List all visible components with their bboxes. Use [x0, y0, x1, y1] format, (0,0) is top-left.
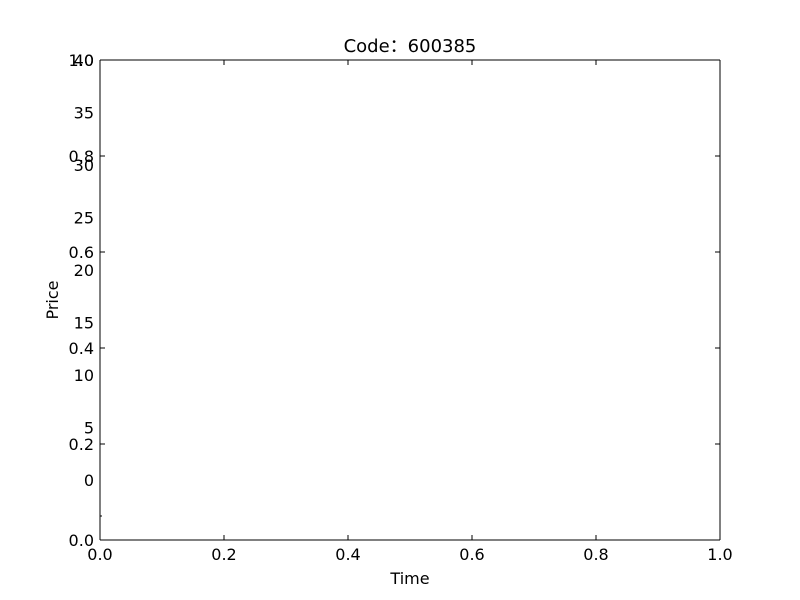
secondary-y-tick-label: 35	[74, 104, 94, 123]
secondary-y-tick-label: 0	[84, 471, 94, 490]
x-axis-label: Time	[389, 569, 429, 588]
secondary-y-tick-label: 15	[74, 314, 94, 333]
y-tick-label: 0.4	[69, 339, 94, 358]
x-tick-label: 1.0	[707, 545, 732, 564]
y-tick-label: 0.8	[69, 147, 94, 166]
axis-ticks: 0.0 0.2 0.4 0.6 0.8 1.0 0.0 0.2 0.4 0.6 0.8 1.0	[69, 51, 733, 564]
y-axis-label: Price	[43, 280, 62, 319]
secondary-y-tick-label: 30	[74, 156, 94, 175]
plot-area	[100, 60, 720, 540]
secondary-y-tick-label: 5	[84, 419, 94, 438]
secondary-y-tick-label: 25	[74, 209, 94, 228]
y-tick-label: 1.0	[69, 51, 94, 70]
x-tick-label: 0.8	[583, 545, 608, 564]
x-tick-label: 0.2	[211, 545, 236, 564]
x-tick-label: 0.0	[87, 545, 112, 564]
secondary-y-tick-label: 20	[74, 261, 94, 280]
secondary-y-tick-label: 10	[74, 366, 94, 385]
y-tick-label: 0.6	[69, 243, 94, 262]
y-tick-label: 0.0	[69, 531, 94, 550]
secondary-y-tick-label: 40	[74, 51, 94, 70]
chart-title: Code：600385	[344, 36, 477, 57]
y-tick-label: 0.2	[69, 435, 94, 454]
x-tick-label: 0.4	[335, 545, 360, 564]
x-tick-label: 0.6	[459, 545, 484, 564]
